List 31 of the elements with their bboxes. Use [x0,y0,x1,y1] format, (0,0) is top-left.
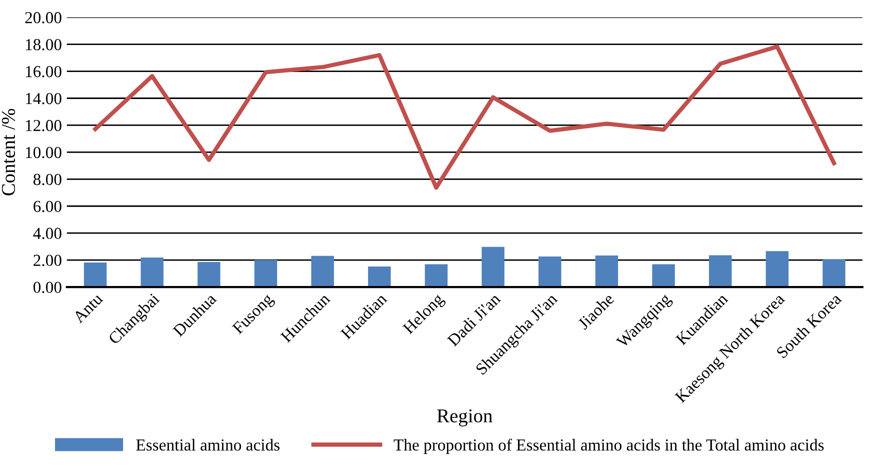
bar [595,255,618,288]
bar [766,251,789,288]
x-axis-title: Region [437,409,492,426]
bar [482,246,504,288]
bar [254,260,278,288]
y-tick-label: 0.00 [33,282,62,294]
y-tick-label: 2.00 [34,254,62,266]
line-series [93,44,836,190]
legend-label: The proportion of Essential amino acids in the Total amino acids [394,438,824,454]
y-tick-label: 12.00 [26,120,62,132]
bar [198,262,220,288]
bar [538,256,562,288]
y-tick-label: 14.00 [26,92,62,104]
y-tick-label: 4.00 [33,228,62,240]
bar [822,259,846,288]
y-tick-label: 8.00 [33,174,62,186]
y-axis-title: Content /% [2,108,16,196]
bar [368,266,391,288]
bar [140,258,164,288]
y-tick-label: 10.00 [26,146,62,158]
y-tick-label: 16.00 [26,66,62,78]
legend-label: Essential amino acids [136,438,280,451]
x-tick-label: Antu [72,292,104,324]
bar [708,255,732,288]
bar [652,264,675,288]
bar [424,264,448,288]
y-tick-label: 18.00 [26,39,62,50]
y-tick-label: 6.00 [34,200,62,212]
bar [84,262,107,288]
y-tick-label: 20.00 [25,12,62,24]
bar [311,256,334,288]
